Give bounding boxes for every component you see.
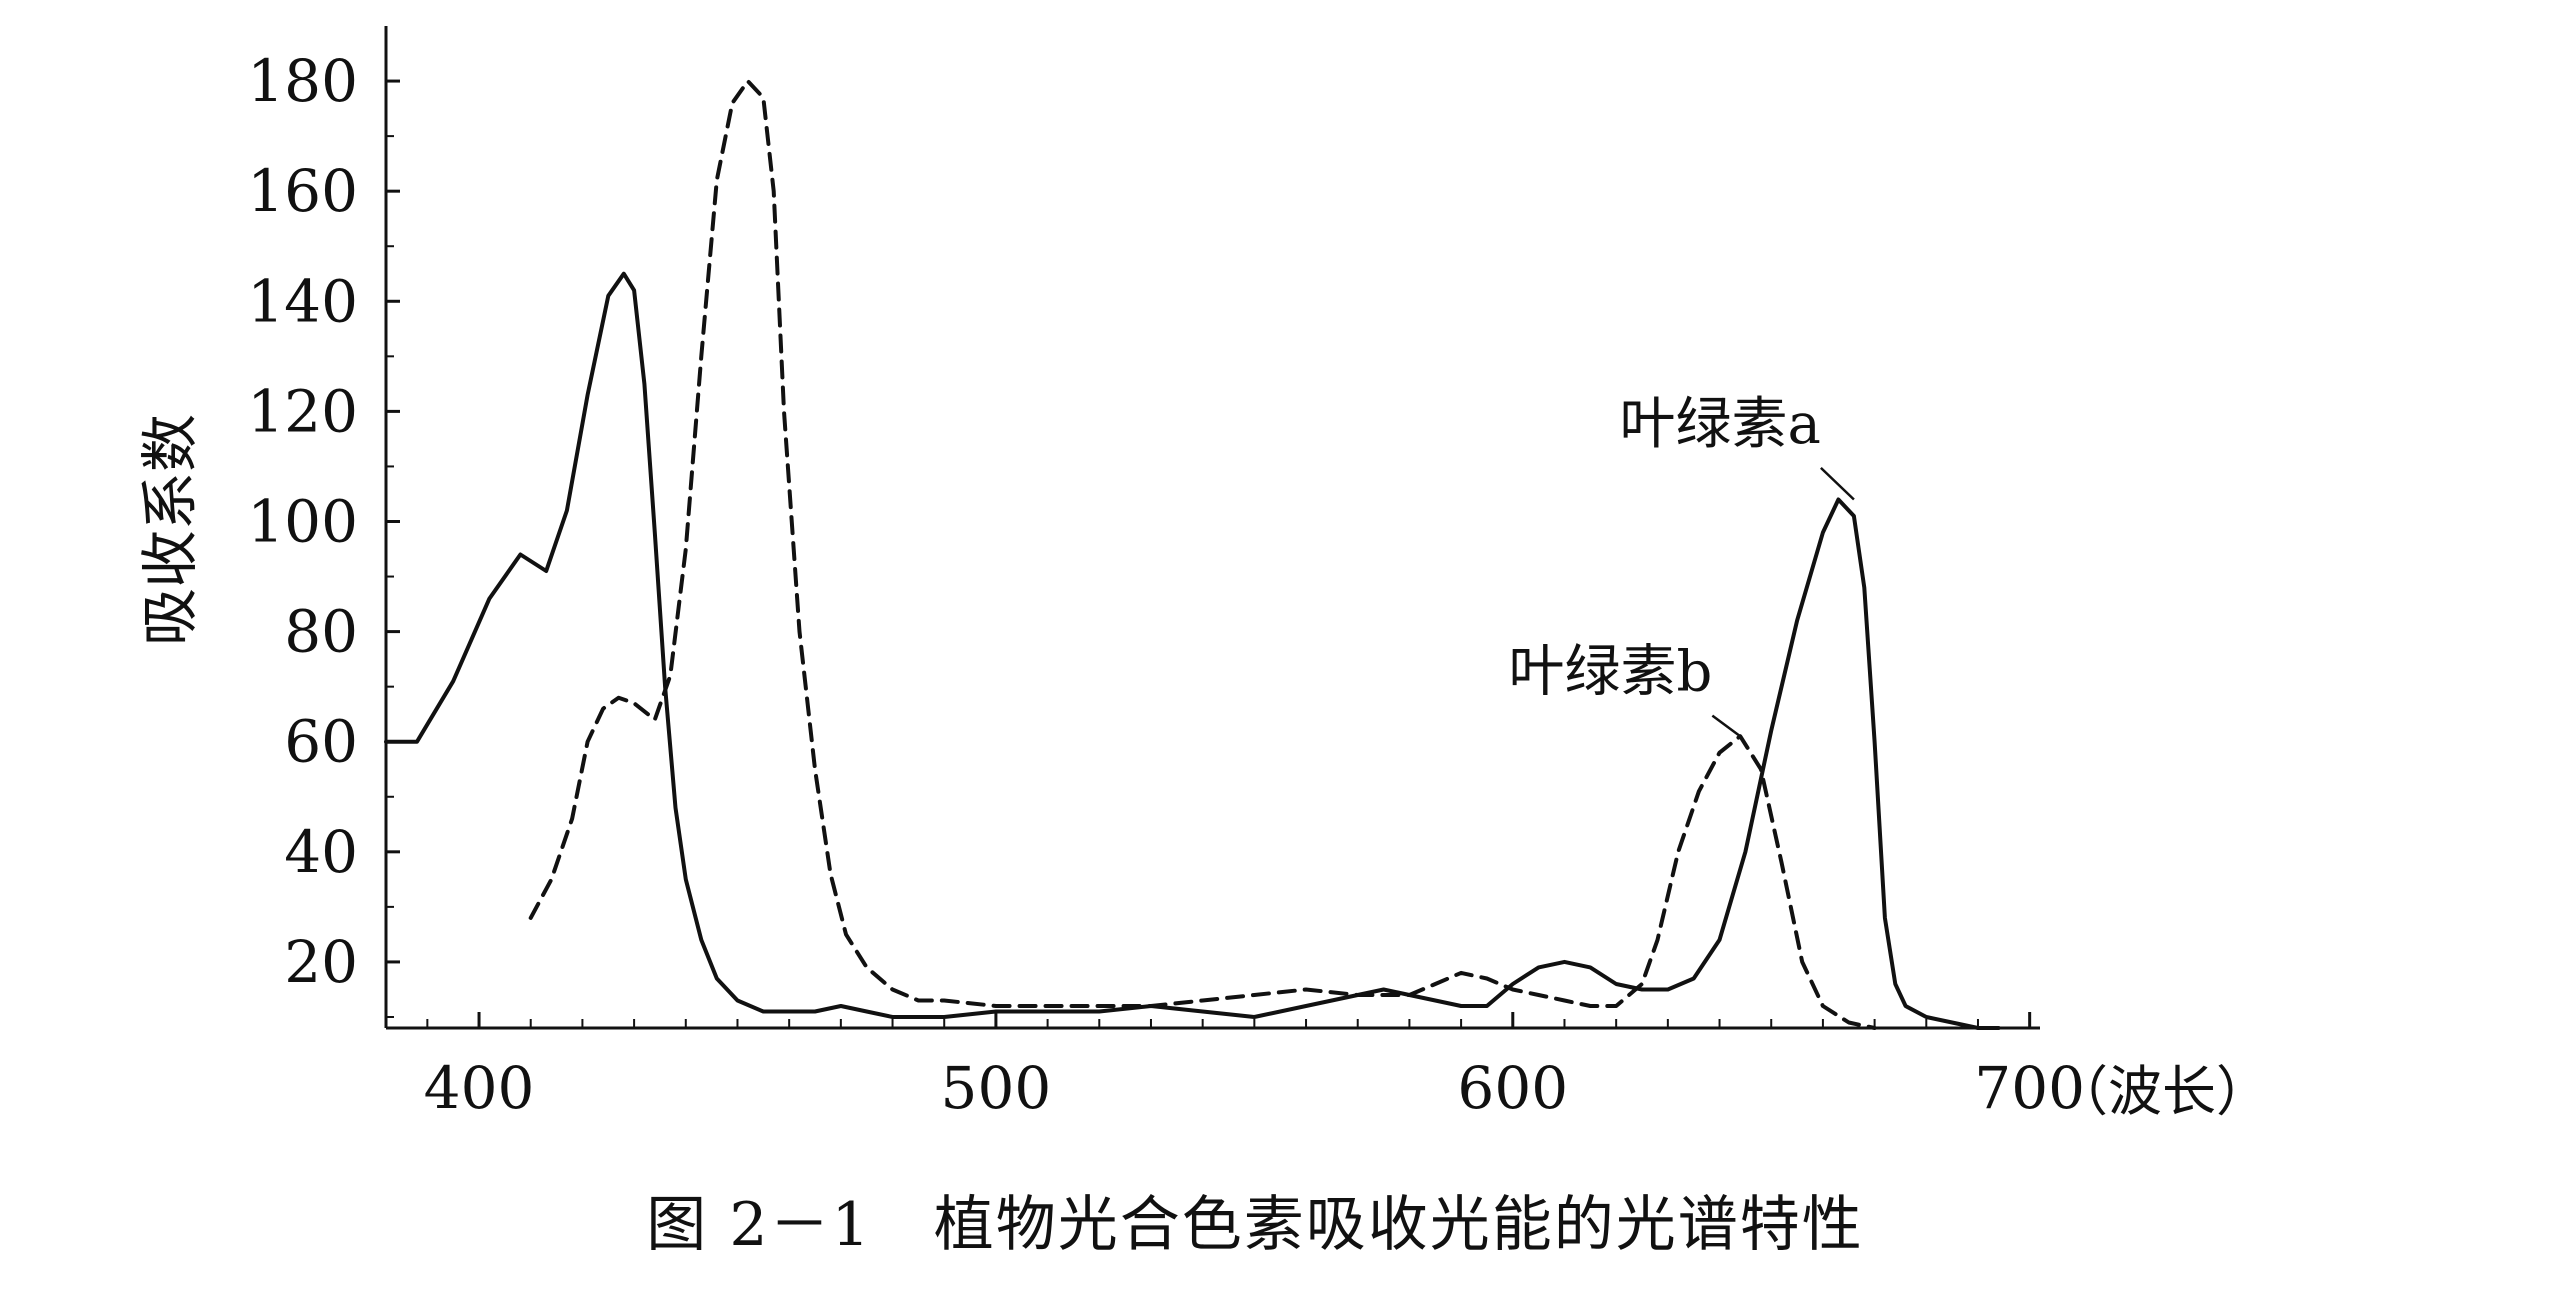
y-tick-label: 120 — [247, 377, 358, 445]
annotation-leader-line — [1820, 466, 1855, 501]
x-axis-unit-label: （波长） — [2054, 1060, 2270, 1123]
y-axis-label: 吸收系数 — [136, 414, 204, 646]
series-line-chlorophyll-a — [384, 271, 2001, 1030]
y-tick-label: 160 — [247, 157, 358, 225]
annotation-label: 叶绿素b — [1508, 640, 1712, 705]
x-tick-label: 600 — [1457, 1054, 1568, 1122]
y-tick-label: 40 — [284, 818, 358, 886]
series-lines — [384, 79, 2001, 1030]
y-tick-label: 100 — [247, 487, 358, 555]
annotation-leader-line — [1711, 714, 1741, 738]
ticks: 20 40 60 80 100 120 140 160 180 400 500 600 700 — [247, 47, 2085, 1122]
x-tick-label: 500 — [941, 1054, 1052, 1122]
series-line-chlorophyll-b — [528, 79, 1877, 1030]
y-tick-label: 60 — [284, 708, 358, 776]
annotation-label: 叶绿素a — [1619, 392, 1820, 457]
axes — [384, 26, 2040, 1030]
y-tick-label: 80 — [284, 598, 358, 666]
y-tick-label: 180 — [247, 47, 358, 115]
y-tick-label: 20 — [284, 928, 358, 996]
x-tick-label: 400 — [424, 1054, 535, 1122]
y-tick-label: 140 — [247, 267, 358, 335]
x-tick-label: 700 — [1974, 1054, 2085, 1122]
figure-caption: 图 2－1 植物光合色素吸收光能的光谱特性 — [646, 1190, 1863, 1260]
annotations: 叶绿素a 叶绿素b — [1508, 392, 1855, 738]
